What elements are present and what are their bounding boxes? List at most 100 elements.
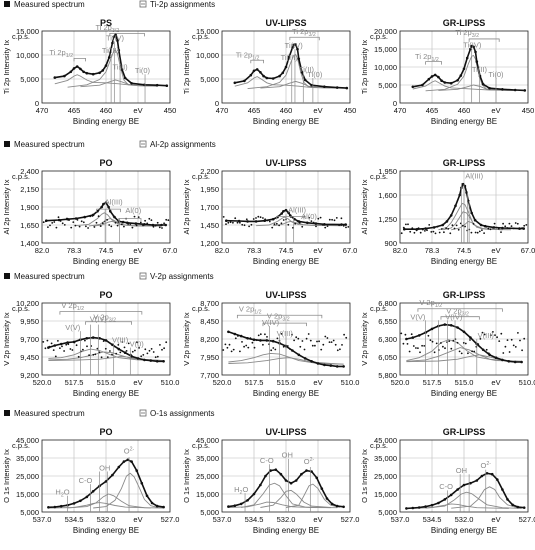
measured-noise-point [69, 348, 72, 350]
x-tick-label: 527.0 [161, 515, 180, 524]
y-axis-unit: c.p.s. [12, 441, 30, 450]
measured-noise-point [136, 341, 138, 344]
measured-noise-point [282, 345, 285, 348]
measured-noise-point [167, 219, 170, 222]
measured-noise-point [245, 218, 248, 221]
x-tick-label: 534.5 [245, 515, 264, 524]
measured-point [501, 88, 504, 91]
measured-point [104, 480, 108, 483]
xps-panel: GR-LIPSS 470 465 460 eV 450 0 5,000 10,000 15,000… [360, 18, 534, 126]
measured-noise-point [71, 349, 74, 351]
xps-panel: UV-LIPSS 520.0 517.5 515.0 eV 510.0 7,700 7,950… [182, 290, 359, 398]
measured-noise-point [80, 220, 83, 223]
panel-title: UV-LIPSS [265, 158, 306, 168]
y-tick-label: 10,000 [374, 63, 397, 72]
measured-point [111, 41, 114, 45]
y-tick-label: 900 [384, 239, 397, 248]
y-tick-label: 35,000 [16, 454, 39, 463]
measured-noise-point [119, 351, 122, 354]
measured-point [145, 494, 149, 498]
x-axis-label: Binding energy BE [253, 117, 319, 126]
measured-noise-point [310, 220, 313, 223]
measured-point [255, 68, 259, 71]
measured-noise-point [464, 342, 467, 345]
xps-panel: Measured spectrum Ti-2p assignments PS 470 4… [2, 0, 215, 126]
measured-noise-point [92, 353, 95, 356]
panel-title: PS [100, 18, 112, 28]
panel-title: PO [99, 290, 112, 300]
x-tick-label: 74.5 [457, 246, 472, 255]
measured-noise-point [508, 351, 511, 353]
measured-point [271, 217, 275, 221]
x-tick-label: 510.0 [341, 378, 360, 387]
measured-noise-point [222, 216, 225, 218]
measured-point [462, 483, 466, 487]
measured-point [481, 348, 485, 352]
fit-component-line [48, 348, 164, 362]
measured-point [91, 336, 95, 339]
measured-point [53, 505, 57, 509]
y-axis-unit: c.p.s. [12, 304, 30, 313]
measured-noise-point [108, 224, 111, 226]
measured-point [469, 481, 472, 485]
measured-noise-point [305, 337, 308, 340]
y-tick-label: 15,000 [196, 490, 219, 499]
measured-noise-point [42, 221, 45, 224]
measured-noise-point [161, 227, 163, 229]
measured-point [135, 469, 138, 472]
measured-noise-point [87, 227, 89, 229]
measured-noise-point [156, 221, 159, 224]
measured-noise-point [514, 222, 517, 224]
measured-noise-point [74, 224, 77, 227]
y-axis-label: V 2p Intensity Ix [182, 312, 191, 366]
measured-noise-point [427, 334, 430, 337]
measured-point [501, 226, 504, 230]
measured-point [481, 83, 485, 86]
measured-noise-point [84, 339, 86, 342]
measured-noise-point [252, 218, 255, 220]
y-tick-label: 35,000 [374, 454, 397, 463]
plot-frame [41, 302, 171, 376]
measured-point [501, 358, 504, 362]
measured-noise-point [226, 346, 229, 349]
measured-point [85, 337, 89, 340]
assignment-label: Ti 2p1/2 [49, 48, 73, 59]
x-tick-label: 460 [280, 106, 293, 115]
measured-noise-point [469, 339, 471, 341]
measured-point [104, 339, 108, 342]
panel-title: GR-LIPSS [443, 18, 486, 28]
measured-noise-point [133, 215, 136, 218]
x-tick-label: 82.0 [35, 246, 50, 255]
y-axis-unit: c.p.s. [192, 172, 210, 181]
x-tick-label: 537.0 [33, 515, 52, 524]
measured-point [136, 357, 140, 360]
panel-title: PO [99, 427, 112, 437]
measured-point [66, 217, 69, 221]
assignment-label: V 2p3/2 [267, 312, 290, 323]
measured-noise-point [516, 222, 519, 225]
measured-point [449, 214, 453, 217]
measured-point [475, 60, 479, 63]
measured-noise-point [519, 339, 521, 342]
x-tick-label: 520.0 [33, 378, 52, 387]
measured-noise-point [347, 226, 350, 228]
measured-point [440, 79, 443, 82]
y-axis-unit: c.p.s. [370, 172, 388, 181]
measured-noise-point [297, 337, 300, 340]
y-tick-label: 6,050 [378, 353, 397, 362]
measured-point [417, 506, 421, 509]
measured-noise-point [93, 226, 96, 228]
xps-panel: GR-LIPSS 520.0 517.5 515.0 eV 510.0 5,800 6,050… [360, 290, 535, 398]
measured-noise-point [440, 342, 442, 344]
measured-point [101, 69, 105, 72]
y-tick-label: 2,200 [200, 167, 219, 176]
measured-point [117, 347, 121, 351]
y-tick-label: 15,000 [16, 490, 39, 499]
assignment-label: V 2p1/2 [61, 301, 84, 312]
measured-noise-point [250, 223, 253, 226]
measured-noise-point [500, 332, 503, 335]
measured-noise-point [287, 223, 290, 226]
measured-noise-point [429, 339, 432, 341]
x-tick-label: 67.0 [343, 246, 358, 255]
assignment-bracket [96, 208, 121, 213]
